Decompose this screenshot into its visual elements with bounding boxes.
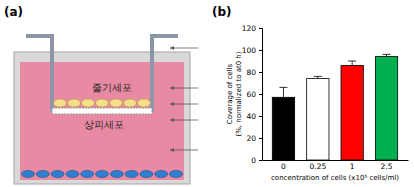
error-bar xyxy=(279,87,287,97)
error-bar xyxy=(348,61,356,65)
upper-cell xyxy=(82,99,95,107)
y-tick-mark xyxy=(259,72,262,73)
y-tick-mark xyxy=(259,28,262,29)
y-tick: 120 xyxy=(242,24,262,33)
y-axis-title-line: Coverage of cells xyxy=(226,63,234,124)
bar xyxy=(272,97,294,160)
bottom-cell xyxy=(140,171,153,178)
error-bar-stem xyxy=(283,87,284,97)
y-tick: 80 xyxy=(246,68,262,77)
y-axis-title: Coverage of cells(%, normalized to at0 h… xyxy=(226,51,243,136)
y-tick-mark xyxy=(259,116,262,117)
y-tick: 40 xyxy=(246,112,262,121)
pointer-arrow xyxy=(170,150,198,151)
medium xyxy=(20,62,184,180)
insert-wall xyxy=(26,36,52,112)
y-tick-label: 80 xyxy=(246,68,256,77)
y-tick: 20 xyxy=(246,134,262,143)
pointer-arrow xyxy=(170,104,198,105)
y-axis-title-line: (%, normalized to at0 h) xyxy=(235,51,243,136)
pointer-arrowhead xyxy=(170,86,174,90)
x-axis-line xyxy=(263,160,409,161)
bottom-cell xyxy=(96,171,109,178)
x-tick: 2.5 xyxy=(381,160,393,171)
bottom-cell xyxy=(155,171,168,178)
y-tick: 100 xyxy=(242,46,262,55)
y-axis: 0 20 40 60 80 100 120 xyxy=(242,24,263,165)
upper-cell xyxy=(110,99,123,107)
bottom-cell xyxy=(36,171,49,178)
diagram: 줄기세포상피세포 xyxy=(14,36,198,184)
error-bar xyxy=(314,76,322,78)
error-bar xyxy=(383,54,391,56)
x-tick-label: 2.5 xyxy=(381,162,393,171)
diagram-label: 줄기세포 xyxy=(92,82,132,93)
y-tick-label: 40 xyxy=(246,112,256,121)
x-tick: 0 xyxy=(281,160,286,171)
bottom-cell xyxy=(125,171,138,178)
y-tick-mark xyxy=(259,94,262,95)
y-tick-mark xyxy=(259,138,262,139)
error-bar-cap xyxy=(314,76,322,77)
y-tick-label: 0 xyxy=(251,156,256,165)
well xyxy=(14,52,190,184)
pointer-arrow xyxy=(170,48,198,49)
insert-wall xyxy=(152,36,178,112)
x-axis: 0 0.25 1 2.5 xyxy=(263,160,409,171)
bottom-cell xyxy=(81,171,94,178)
y-tick: 60 xyxy=(246,90,262,99)
panel-label: (b) xyxy=(212,5,232,19)
y-tick-label: 120 xyxy=(242,24,257,33)
bar xyxy=(375,57,397,160)
y-tick-label: 100 xyxy=(242,46,257,55)
error-bar-cap xyxy=(279,87,287,88)
x-tick: 1 xyxy=(350,160,355,171)
pointer-arrowhead xyxy=(170,102,174,106)
x-tick-label: 0.25 xyxy=(309,162,326,171)
y-tick-label: 20 xyxy=(246,134,256,143)
pointer-arrowhead xyxy=(170,118,174,122)
bottom-cell xyxy=(22,171,35,178)
y-axis-line xyxy=(259,29,263,161)
error-bar-cap xyxy=(383,54,391,55)
upper-cell xyxy=(96,99,109,107)
pointer-arrowhead xyxy=(170,148,174,152)
upper-cell xyxy=(138,99,151,107)
pointer-arrowhead xyxy=(170,46,174,50)
x-tick: 0.25 xyxy=(309,160,326,171)
x-axis-title: concentration of cells (x10⁵ cells/ml) xyxy=(271,174,399,182)
upper-cell xyxy=(68,99,81,107)
y-tick-label: 60 xyxy=(246,90,256,99)
y-tick-mark xyxy=(259,160,262,161)
upper-cell xyxy=(54,99,67,107)
bottom-cell xyxy=(66,171,79,178)
membrane xyxy=(52,108,152,114)
diagram-label: 상피세포 xyxy=(84,119,124,130)
x-tick-label: 1 xyxy=(350,162,355,171)
bottom-cell xyxy=(51,171,64,178)
pointer-arrow xyxy=(170,120,198,121)
y-tick: 0 xyxy=(251,156,262,165)
x-tick-label: 0 xyxy=(281,162,286,171)
error-bar-stem xyxy=(352,61,353,65)
y-tick-mark xyxy=(259,50,262,51)
bar xyxy=(307,79,329,160)
bar xyxy=(341,65,363,160)
bottom-cell xyxy=(170,171,183,178)
figure: (a) (b) 줄기세포상피세포 0 20 40 60 80 100 120 0 0.25 1 2.5 Co… xyxy=(0,0,414,187)
plot-area xyxy=(272,54,397,160)
error-bar-cap xyxy=(348,61,356,62)
panel-label: (a) xyxy=(4,5,23,19)
bottom-cell xyxy=(110,171,123,178)
upper-cell xyxy=(124,99,137,107)
pointer-arrow xyxy=(170,88,198,89)
